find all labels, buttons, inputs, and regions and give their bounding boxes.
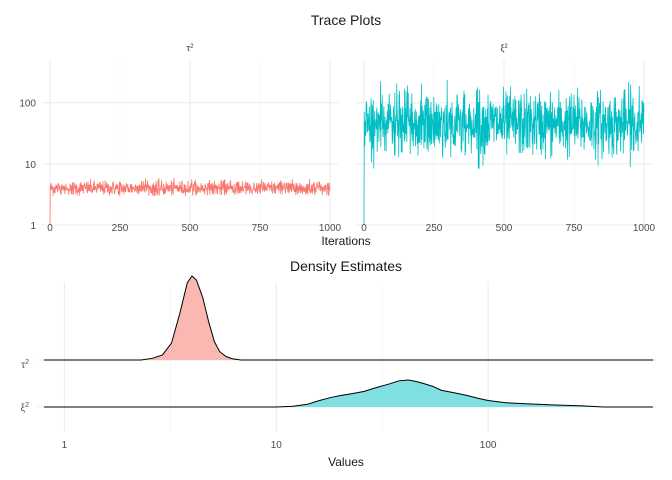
trace-x-ticks: 0 250 500 750 1000 0 250 500 750 1000 (47, 223, 655, 234)
trace-x-tick-label: 500 (182, 223, 199, 234)
density-y-tick-xi: ξ2 (21, 402, 29, 414)
trace-y-tick-label: 100 (19, 99, 36, 110)
trace-y-tick-label: 1 (30, 221, 36, 232)
trace-panel-xi-strip: ξ2 (500, 43, 508, 53)
trace-x-tick-label: 1000 (633, 223, 656, 234)
density-outline (43, 379, 653, 408)
trace-panel-tau (42, 60, 338, 226)
trace-panel-tau-strip: τ2 (187, 43, 195, 53)
trace-panel-xi-symbol: ξ (500, 43, 504, 53)
density-x-axis-label: Values (328, 455, 364, 469)
trace-series-line (363, 79, 645, 226)
trace-x-tick-label: 500 (496, 223, 513, 234)
density-y-tick-tau-sup: 2 (25, 359, 29, 366)
density-curves (43, 275, 653, 408)
trace-title: Trace Plots (311, 12, 381, 28)
density-y-tick-xi-symbol: ξ (21, 403, 26, 414)
trace-panel-xi-sup: 2 (504, 44, 508, 50)
density-x-tick-label: 100 (480, 440, 497, 451)
trace-panel-tau-sup: 2 (190, 44, 194, 50)
trace-x-axis-label: Iterations (321, 234, 370, 248)
trace-panel-xi (356, 60, 652, 226)
trace-x-tick-label: 0 (361, 223, 367, 234)
trace-series-line (49, 177, 331, 226)
trace-x-tick-label: 750 (566, 223, 583, 234)
trace-y-tick-label: 10 (25, 160, 37, 171)
density-outline (43, 275, 653, 361)
density-x-tick-label: 10 (271, 440, 283, 451)
density-y-tick-xi-sup: 2 (25, 402, 29, 409)
trace-x-tick-label: 0 (47, 223, 53, 234)
trace-panel-tau-symbol: τ (187, 43, 191, 53)
trace-y-ticks: 1 10 100 (19, 99, 36, 232)
density-title: Density Estimates (290, 258, 402, 274)
density-x-tick-label: 1 (62, 440, 68, 451)
trace-x-tick-label: 750 (252, 223, 269, 234)
density-grid (38, 282, 656, 432)
density-y-tick-tau-symbol: τ (21, 360, 25, 371)
trace-x-tick-label: 1000 (319, 223, 342, 234)
density-x-ticks: 1 10 100 (62, 440, 497, 451)
trace-x-tick-label: 250 (426, 223, 443, 234)
density-y-tick-tau: τ2 (21, 359, 29, 371)
trace-x-tick-label: 250 (112, 223, 129, 234)
density-area (276, 380, 604, 407)
density-area (141, 276, 241, 360)
density-estimates: Density Estimates 1 10 100 τ2 ξ2 Values (21, 258, 656, 469)
